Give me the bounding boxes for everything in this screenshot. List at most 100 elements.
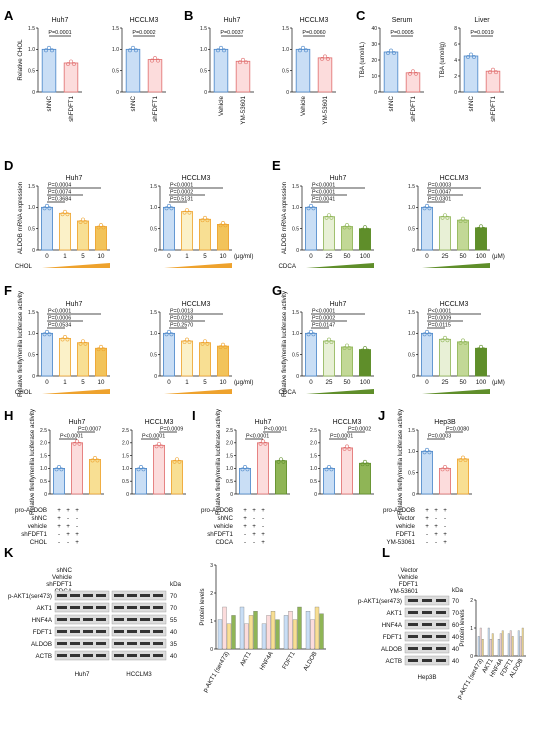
blot-band xyxy=(57,654,67,657)
bar xyxy=(439,338,451,377)
data-point xyxy=(427,450,432,455)
data-point xyxy=(323,54,327,59)
bar xyxy=(248,615,254,650)
bar xyxy=(77,342,89,377)
condition-sign: - xyxy=(435,515,437,522)
panel-label-c: C xyxy=(356,8,366,23)
chart-title: HCCLM3 xyxy=(440,301,469,308)
bar xyxy=(213,48,229,93)
protein-label: ACTB xyxy=(35,653,52,660)
blot-band xyxy=(57,642,67,645)
chart-h-huh7: Huh7 0 0.5 1.0 1.5 2.0 2.5 Relative firefly/ren… xyxy=(29,408,104,515)
data-point xyxy=(481,226,486,231)
x-tick-label: 0 xyxy=(167,379,171,386)
data-point xyxy=(363,225,367,230)
p-value: P<0.0001 xyxy=(170,183,193,189)
y-tick-label: 2.0 xyxy=(310,441,317,447)
data-point xyxy=(281,459,286,464)
y-axis-label: ALDOB mRNA expression xyxy=(17,181,24,254)
bar xyxy=(297,606,302,650)
data-point xyxy=(326,56,330,61)
protein-label: FDFT1 xyxy=(33,629,53,636)
chart-title: HCCLM3 xyxy=(182,301,211,308)
condition-sign: - xyxy=(67,539,69,546)
data-point xyxy=(329,215,334,220)
bar xyxy=(314,606,320,650)
blot-band xyxy=(127,630,137,633)
bar xyxy=(511,636,514,657)
chart-title: HCCLM3 xyxy=(333,419,362,426)
data-point xyxy=(463,340,468,345)
x-tick-label: 100 xyxy=(360,379,371,386)
y-tick-label: 1.0 xyxy=(408,331,415,337)
bar xyxy=(253,611,258,650)
bar xyxy=(487,627,490,657)
data-point xyxy=(60,337,65,342)
condition-sign: + xyxy=(434,507,438,514)
blot-band xyxy=(153,642,163,645)
data-point xyxy=(306,206,311,211)
y-tick-label: 2 xyxy=(454,74,457,80)
bar xyxy=(153,444,165,495)
bar xyxy=(323,340,335,377)
data-point xyxy=(463,219,468,224)
data-point xyxy=(481,347,486,352)
y-tick-label: 1.5 xyxy=(292,184,299,190)
y-tick-label: 0.5 xyxy=(226,479,233,485)
data-point xyxy=(78,341,83,346)
y-tick-label: 2 xyxy=(210,591,213,597)
condition-sign: + xyxy=(252,507,256,514)
p-value: P=0.0002 xyxy=(312,316,335,322)
data-point xyxy=(200,341,205,346)
data-point xyxy=(363,459,367,464)
data-point xyxy=(238,60,242,65)
chart-d-hcclm3: HCCLM3 0 0.5 1.0 1.5 0 1 5 10 P=0.5131P=0.0002P<0… xyxy=(150,175,253,268)
blot-band xyxy=(70,630,80,633)
x-tick-label: 25 xyxy=(326,253,333,260)
y-tick-label: 10 xyxy=(371,74,377,80)
data-point xyxy=(221,220,225,225)
bar xyxy=(270,611,276,650)
panel-label-b: B xyxy=(184,8,193,23)
blot-band xyxy=(436,623,446,626)
p-value: P=0.0041 xyxy=(312,197,335,203)
data-point xyxy=(311,206,316,211)
data-point xyxy=(414,71,418,76)
y-tick-label: 30 xyxy=(371,42,377,48)
data-point xyxy=(342,346,347,350)
y-tick-label: 0 xyxy=(154,374,157,380)
x-tick-label: 50 xyxy=(460,253,467,260)
bar xyxy=(439,467,451,495)
bar xyxy=(323,467,335,495)
data-point xyxy=(422,450,427,455)
bar xyxy=(275,619,280,650)
x-tick-label: 0 xyxy=(309,379,313,386)
data-point xyxy=(101,225,106,230)
y-axis-label: TBA (umol/L) xyxy=(359,42,366,78)
data-point xyxy=(389,48,393,53)
data-point xyxy=(309,203,313,208)
bar xyxy=(41,206,53,251)
bar xyxy=(231,615,236,650)
chart-e-hcclm3: HCCLM3 0 0.5 1.0 1.5 0 25 50 100 P=0.0301P=0.0047… xyxy=(408,175,505,268)
bar xyxy=(147,59,163,93)
data-point xyxy=(408,71,412,76)
y-tick-label: 1.0 xyxy=(40,466,47,472)
blot-band xyxy=(153,618,163,621)
x-tick-label: p-AKT1 (ser473) xyxy=(202,651,231,694)
y-tick-label: 1.5 xyxy=(40,453,47,459)
y-tick-label: 2.5 xyxy=(40,428,47,434)
y-tick-label: 1.5 xyxy=(408,428,415,434)
p-value: P<0.0001 xyxy=(264,427,287,433)
bar xyxy=(359,349,371,377)
bar xyxy=(199,218,211,251)
x-tick-label: 1 xyxy=(185,379,189,386)
x-tick-label: 0 xyxy=(425,379,429,386)
blot-band xyxy=(408,611,418,614)
condition-sign: + xyxy=(75,531,79,538)
y-tick-label: 1.5 xyxy=(282,26,289,32)
data-point xyxy=(65,212,70,217)
blot-band xyxy=(127,654,137,657)
y-tick-label: 1.5 xyxy=(122,453,129,459)
y-tick-label: 0.5 xyxy=(408,226,415,232)
